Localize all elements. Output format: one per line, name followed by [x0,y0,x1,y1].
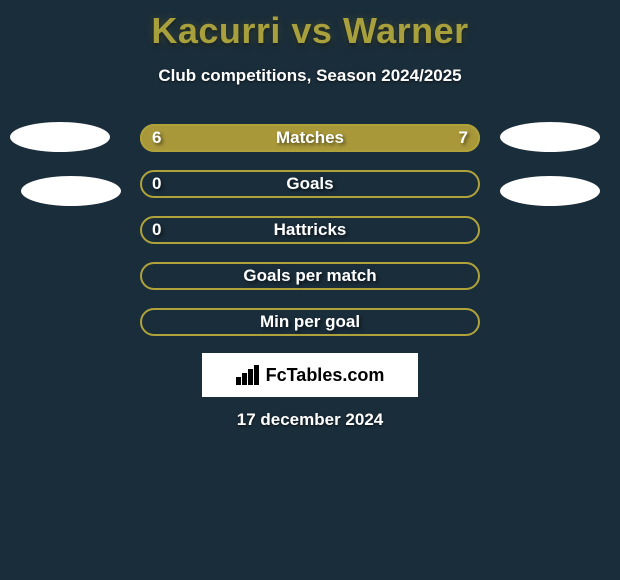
fctables-logo: FcTables.com [202,353,418,397]
stat-row-min-per-goal: Min per goal [0,308,620,354]
date-text: 17 december 2024 [0,410,620,430]
ellipse-left-1 [10,122,110,152]
ellipse-right-2 [500,176,600,206]
bar-hattricks: 0 Hattricks [140,216,480,244]
bar-gpm: Goals per match [140,262,480,290]
comparison-infographic: Kacurri vs Warner Club competitions, Sea… [0,0,620,580]
bar-label: Matches [140,124,480,152]
logo-bars-icon [236,365,260,385]
bar-matches: 6 Matches 7 [140,124,480,152]
ellipse-left-2 [21,176,121,206]
subtitle: Club competitions, Season 2024/2025 [0,66,620,86]
stat-rows: 6 Matches 7 0 Goals 0 Hattricks [0,124,620,354]
bar-mpg: Min per goal [140,308,480,336]
ellipse-right-1 [500,122,600,152]
page-title: Kacurri vs Warner [0,0,620,52]
bar-label: Min per goal [140,308,480,336]
stat-row-goals-per-match: Goals per match [0,262,620,308]
bar-goals: 0 Goals [140,170,480,198]
stat-row-hattricks: 0 Hattricks [0,216,620,262]
value-right: 7 [459,124,468,152]
bar-label: Goals [140,170,480,198]
logo-text: FcTables.com [266,365,385,386]
bar-label: Hattricks [140,216,480,244]
bar-label: Goals per match [140,262,480,290]
